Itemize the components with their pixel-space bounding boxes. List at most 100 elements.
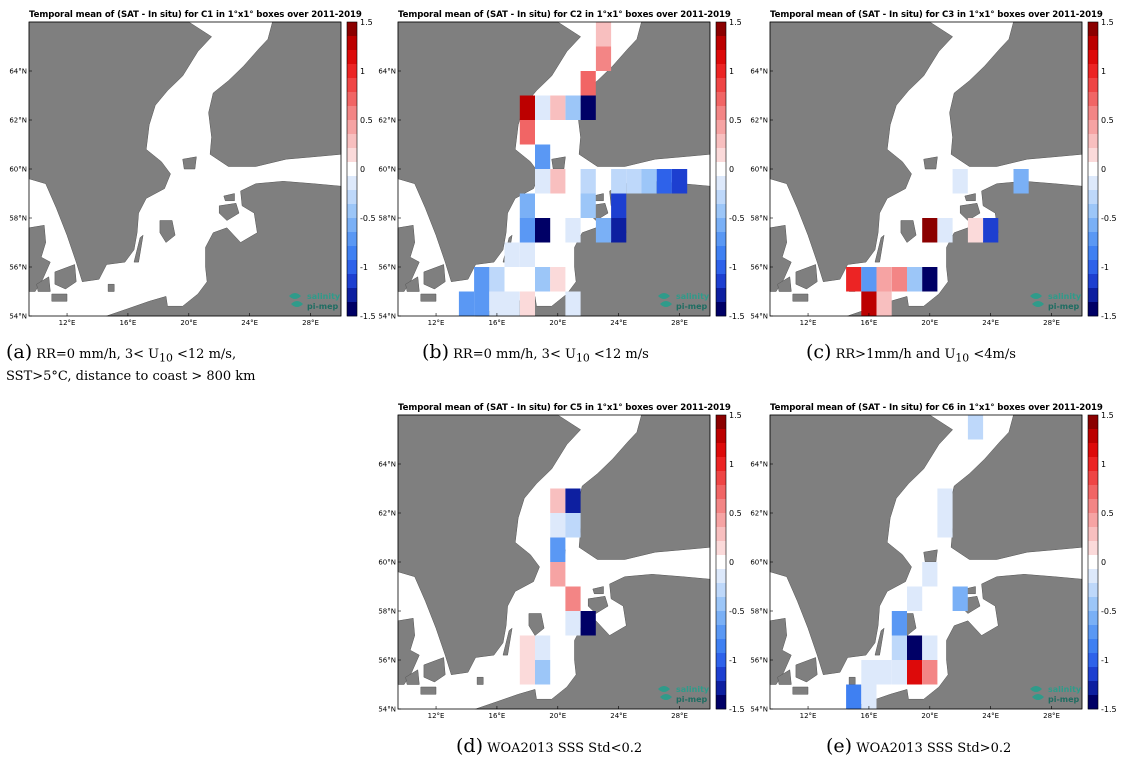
colorbar: 1.5 1 0.5 0 -0.5 -1 -1.5 [715,411,745,714]
data-cell [550,95,566,120]
caption-text-line2: SST>5°C, distance to coast > 800 km [6,368,256,384]
caption-label: (d) [456,735,483,757]
lat-tick-label: 56°N [750,264,768,272]
land-denmark [769,618,792,685]
data-cell [519,242,535,267]
caption-text: RR>1mm/h and U10 <4m/s [835,347,1016,365]
data-cell [937,218,953,243]
data-cell [891,635,907,660]
caption-text-line1: RR=0 mm/h, 3< U10 <12 m/s, [36,347,237,365]
caption-e: (e) WOA2013 SSS Std>0.2 [826,737,1116,758]
data-cell [565,218,581,243]
land-denmark [28,225,51,292]
land-fyn [777,276,792,292]
land-oland [874,234,885,263]
lat-tick-label: 54°N [750,313,768,321]
panel-title: Temporal mean of (SAT - In situ) for C1 … [29,10,362,20]
land-scandinavia [397,414,581,675]
colorbar-tick-label: -1 [729,263,737,272]
map-figure-c3: 64°N 62°N 60°N 58°N 56°N 54°N 12°E 16°E 20°E 24°E… [750,18,1116,327]
svg-text:salinity: salinity [1048,292,1082,301]
land-scandinavia [397,21,581,282]
lon-tick-label: 20°E [180,319,197,327]
colorbar-segment [347,148,357,163]
data-cell [580,71,596,96]
data-cell [922,635,938,660]
colorbar-segment [716,443,726,458]
colorbar-segment [347,22,357,37]
lat-tick-label: 62°N [750,510,768,518]
data-cell [519,95,535,120]
caption-d: (d) WOA2013 SSS Std<0.2 [456,737,746,758]
colorbar-segment [347,120,357,135]
colorbar-segment [716,527,726,542]
colorbar-segment [1088,541,1098,556]
colorbar-segment [716,653,726,668]
colorbar-segment [347,50,357,65]
lon-tick-label: 20°E [549,712,566,720]
map-panel-c1: Temporal mean of (SAT - In situ) for C1 … [9,10,381,327]
data-cell [952,586,968,611]
colorbar-segment [716,471,726,486]
colorbar-segment [347,288,357,303]
data-cell [861,660,877,685]
colorbar-tick-label: 0 [729,558,734,567]
data-cell [519,193,535,218]
colorbar-segment [716,204,726,219]
colorbar-segment [1088,611,1098,626]
data-cell [595,46,612,71]
colorbar-tick-label: 0 [360,165,365,174]
data-cell [519,635,535,660]
data-cell [474,291,490,316]
colorbar: 1.5 1 0.5 0 -0.5 -1 -1.5 [715,18,745,321]
lon-tick-label: 12°E [800,319,817,327]
colorbar-segment [716,667,726,682]
colorbar-segment [716,120,726,135]
data-cell [550,562,566,587]
land-hiiumaa [964,193,976,202]
data-cell [922,562,938,587]
colorbar-segment [1088,134,1098,149]
land-scandinavia [769,414,953,675]
land-lolland [420,686,437,695]
land-zealand [423,657,446,683]
colorbar-segment [716,695,726,710]
colorbar-segment [347,162,357,177]
colorbar-segment [1088,64,1098,79]
caption-b: (b) RR=0 mm/h, 3< U10 <12 m/s [422,343,752,368]
data-cell [1013,169,1029,194]
map-figure-c6: 64°N 62°N 60°N 58°N 56°N 54°N 12°E 16°E 20°E 24°E… [750,411,1116,720]
data-cell [876,267,892,292]
colorbar-segment [716,64,726,79]
colorbar-segment [1088,485,1098,500]
svg-text:salinity: salinity [307,292,341,301]
data-cell [519,218,535,243]
colorbar-segment [1088,471,1098,486]
land-zealand [423,264,446,290]
colorbar-segment [1088,499,1098,514]
caption-label: (e) [826,735,853,757]
data-cell [861,684,877,709]
lat-tick-label: 64°N [750,461,768,469]
svg-text:pi-mep: pi-mep [1048,302,1080,311]
colorbar-segment [716,148,726,163]
colorbar-segment [716,106,726,121]
land-saaremaa [587,596,609,614]
data-cell [983,218,999,243]
caption-text: WOA2013 SSS Std<0.2 [487,741,643,756]
colorbar-tick-label: 1.5 [360,18,373,27]
land-scandinavia [28,21,212,282]
colorbar-segment [716,92,726,107]
data-cell [519,120,535,145]
colorbar-tick-label: -1 [729,656,737,665]
land-fyn [36,276,51,292]
colorbar-segment [716,485,726,500]
lon-tick-label: 16°E [861,712,878,720]
colorbar-segment [1088,667,1098,682]
data-cell [535,169,551,194]
land-oland [874,627,885,656]
data-cell [565,488,581,513]
colorbar-tick-label: 1.5 [729,18,742,27]
lat-tick-label: 56°N [378,264,396,272]
